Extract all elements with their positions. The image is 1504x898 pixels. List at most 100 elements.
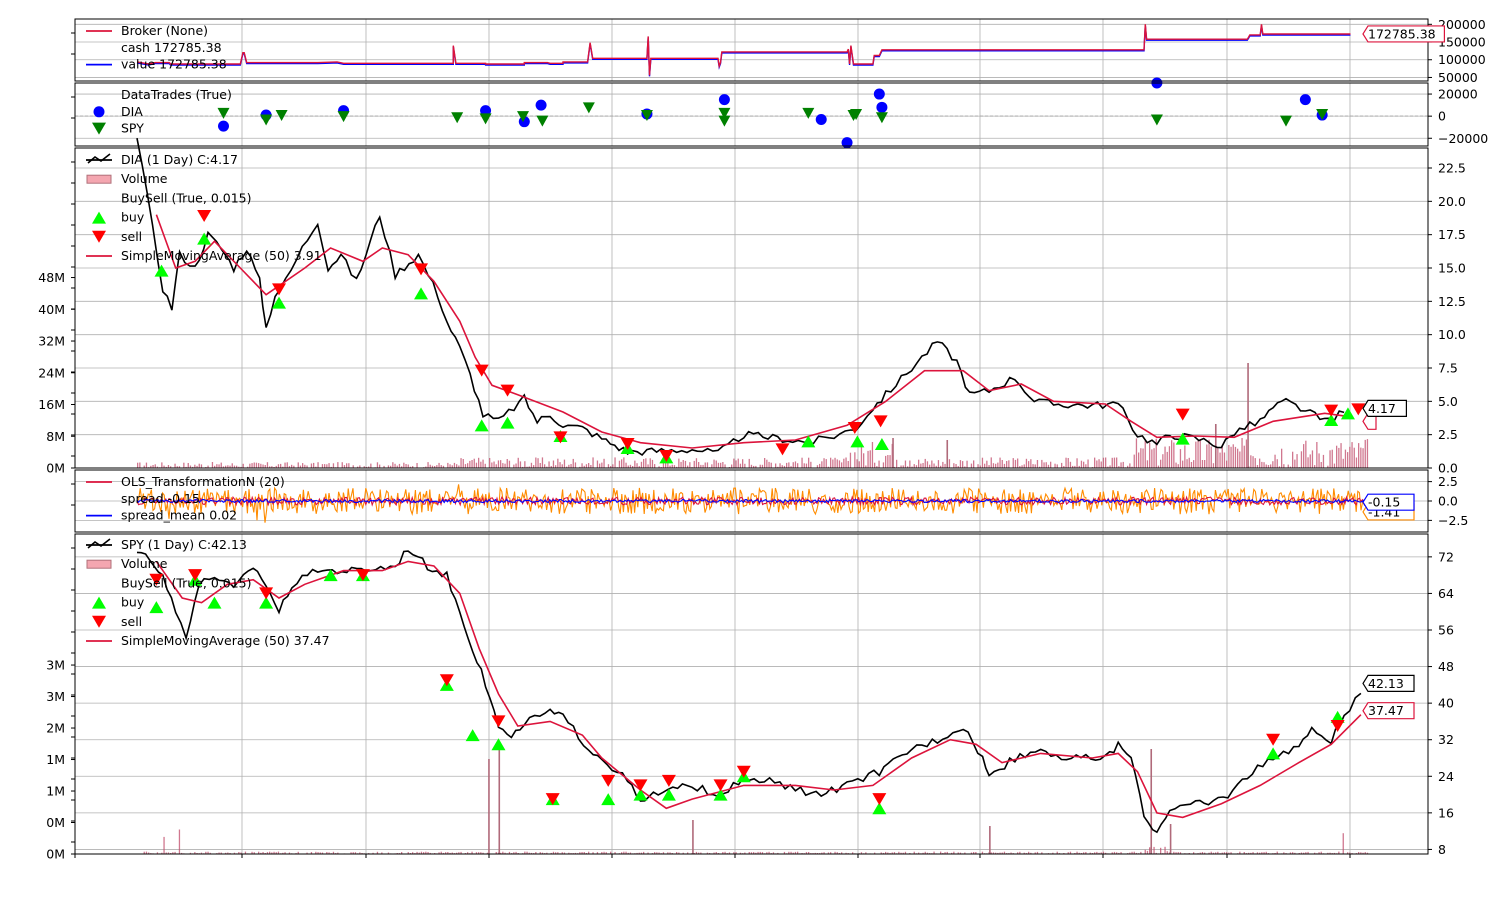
volume-bar: [1135, 438, 1138, 468]
volume-bar: [315, 466, 317, 468]
volume-bar: [524, 461, 526, 468]
volume-bar: [1307, 851, 1309, 854]
volume-bar: [387, 852, 390, 854]
volume-bar: [1164, 446, 1166, 468]
volume-bar: [810, 461, 812, 468]
volume-bar: [1023, 464, 1025, 468]
volume-bar: [1144, 440, 1146, 468]
volume-bar: [326, 852, 328, 854]
volume-bar: [1228, 445, 1230, 468]
volume-bar: [440, 851, 442, 854]
volume-bar: [1267, 465, 1270, 468]
volume-bar: [242, 463, 244, 468]
volume-bar: [161, 852, 163, 854]
volume-bar: [858, 461, 860, 468]
volume-bar: [343, 465, 346, 468]
volume-bar: [1256, 852, 1259, 854]
y-tick-label: 20.0: [1438, 194, 1466, 209]
volume-bar: [588, 851, 590, 854]
volume-bar: [163, 465, 165, 468]
volume-bar: [550, 852, 552, 854]
volume-bar: [783, 465, 786, 468]
volume-bar: [165, 852, 167, 854]
volume-bar: [1171, 440, 1173, 468]
dia-trade-point: [718, 94, 730, 106]
volume-bar: [902, 852, 904, 854]
legend-label: BuySell (True, 0.015): [121, 190, 251, 205]
volume-bar: [788, 851, 790, 854]
volume-bar: [1028, 461, 1030, 468]
volume-tick-label: 0M: [46, 461, 65, 476]
y-tick-label: 200000: [1438, 17, 1486, 32]
volume-bar: [581, 463, 583, 468]
volume-bar: [706, 462, 709, 468]
volume-bar: [1362, 852, 1364, 854]
volume-bar: [451, 852, 453, 854]
volume-bar: [724, 851, 726, 854]
volume-bar: [535, 852, 537, 854]
volume-bar: [1314, 852, 1316, 854]
volume-bar: [715, 460, 717, 468]
volume-bar: [821, 461, 823, 468]
volume-bar: [792, 462, 794, 468]
volume-bar: [766, 852, 768, 854]
volume-bar: [1311, 450, 1314, 468]
volume-bar: [238, 466, 240, 468]
volume-bar: [438, 852, 440, 854]
volume-bar: [546, 466, 548, 468]
y-tick-label: 16: [1438, 805, 1454, 820]
volume-bar: [924, 851, 926, 854]
volume-bar: [1294, 852, 1296, 854]
volume-bar: [381, 852, 383, 854]
volume-bar: [1276, 851, 1278, 854]
volume-bar: [1281, 448, 1283, 468]
volume-bar: [1289, 852, 1292, 854]
volume-bar: [724, 464, 726, 468]
volume-bar: [656, 852, 658, 854]
buy-marker: [801, 435, 816, 448]
volume-bar: [425, 851, 427, 854]
volume-bar: [1206, 444, 1208, 468]
volume-bar: [423, 852, 425, 854]
volume-bar: [563, 459, 566, 468]
volume-bar: [1212, 852, 1215, 854]
volume-bar: [427, 852, 429, 854]
volume-bar: [907, 466, 909, 468]
volume-bar: [238, 852, 240, 854]
volume-bar: [940, 851, 942, 854]
buy-marker: [197, 232, 212, 245]
volume-bar: [1041, 459, 1043, 468]
volume-bar: [1226, 852, 1228, 854]
volume-bar: [1338, 447, 1340, 468]
buy-marker: [465, 729, 480, 742]
volume-bar: [379, 464, 381, 468]
volume-bar: [1069, 461, 1072, 468]
volume-bar: [1098, 852, 1100, 854]
volume-bar: [953, 851, 955, 854]
volume-bar: [702, 464, 704, 468]
volume-bar: [302, 463, 304, 468]
volume-bar: [1069, 851, 1072, 854]
volume-bar: [1338, 851, 1340, 854]
volume-bar: [541, 457, 544, 468]
volume-bar: [1366, 439, 1369, 468]
markers-layer: [149, 77, 1366, 815]
volume-bar: [260, 463, 262, 468]
volume-bar: [1078, 852, 1080, 854]
legend-swatch-triangle-down: [92, 122, 106, 135]
volume-bar: [792, 852, 794, 854]
volume-bar: [841, 852, 843, 854]
volume-bar: [284, 852, 286, 854]
volume-bar: [154, 464, 156, 468]
volume-bar: [863, 453, 865, 468]
volume-bar: [1261, 852, 1263, 854]
volume-bar: [1199, 439, 1201, 468]
volume-bar: [946, 851, 948, 854]
volume-bar: [640, 852, 643, 854]
volume-bar: [750, 852, 753, 854]
volume-bar: [623, 851, 625, 854]
volume-bar: [1193, 460, 1195, 468]
volume-bar: [319, 852, 321, 854]
volume-bar: [482, 459, 484, 468]
volume-bar: [563, 852, 566, 854]
